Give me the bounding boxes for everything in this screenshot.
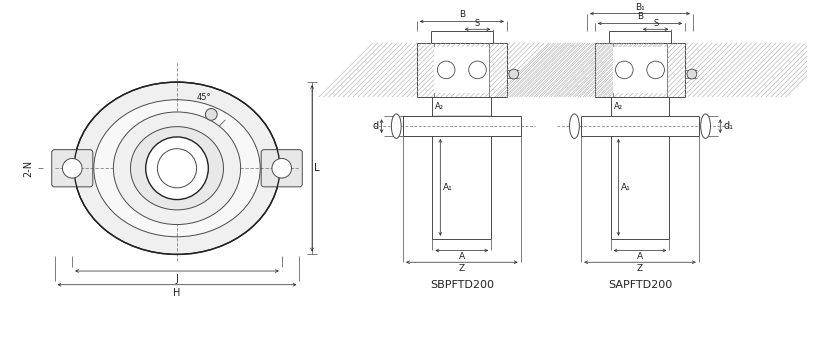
FancyBboxPatch shape <box>261 150 302 187</box>
Circle shape <box>146 137 208 199</box>
Text: H: H <box>173 288 180 298</box>
Circle shape <box>615 61 633 79</box>
Ellipse shape <box>113 112 241 224</box>
Text: d: d <box>373 121 379 131</box>
Text: B₁: B₁ <box>635 3 645 11</box>
Ellipse shape <box>94 100 260 237</box>
Text: SBPFTD200: SBPFTD200 <box>430 280 494 290</box>
Circle shape <box>157 149 197 188</box>
Circle shape <box>63 159 82 178</box>
Text: B: B <box>459 10 465 20</box>
Bar <box>434 47 490 93</box>
Text: Z: Z <box>637 264 643 273</box>
Text: A: A <box>637 252 643 261</box>
FancyBboxPatch shape <box>51 150 93 187</box>
Text: A₁: A₁ <box>443 183 453 192</box>
Text: S: S <box>475 19 480 28</box>
Circle shape <box>687 69 697 79</box>
Text: B: B <box>637 13 643 21</box>
Text: SAPFTD200: SAPFTD200 <box>608 280 672 290</box>
Ellipse shape <box>392 114 401 138</box>
Circle shape <box>272 159 291 178</box>
Text: J: J <box>175 274 179 284</box>
Circle shape <box>206 108 217 120</box>
Text: 2-N: 2-N <box>23 160 33 177</box>
Text: A: A <box>459 252 465 261</box>
Ellipse shape <box>74 82 280 255</box>
Circle shape <box>647 61 664 79</box>
Bar <box>613 47 667 93</box>
Circle shape <box>437 61 455 79</box>
Text: d₁: d₁ <box>723 121 734 131</box>
Text: Z: Z <box>459 264 465 273</box>
Circle shape <box>468 61 486 79</box>
Text: 45°: 45° <box>197 93 211 102</box>
Ellipse shape <box>131 127 224 210</box>
Text: A₂: A₂ <box>614 102 623 112</box>
Text: L: L <box>314 163 320 173</box>
Ellipse shape <box>701 114 711 138</box>
Circle shape <box>509 69 519 79</box>
Text: A₂: A₂ <box>436 102 445 112</box>
Text: A₁: A₁ <box>621 183 631 192</box>
Ellipse shape <box>570 114 579 138</box>
Text: S: S <box>653 19 659 28</box>
